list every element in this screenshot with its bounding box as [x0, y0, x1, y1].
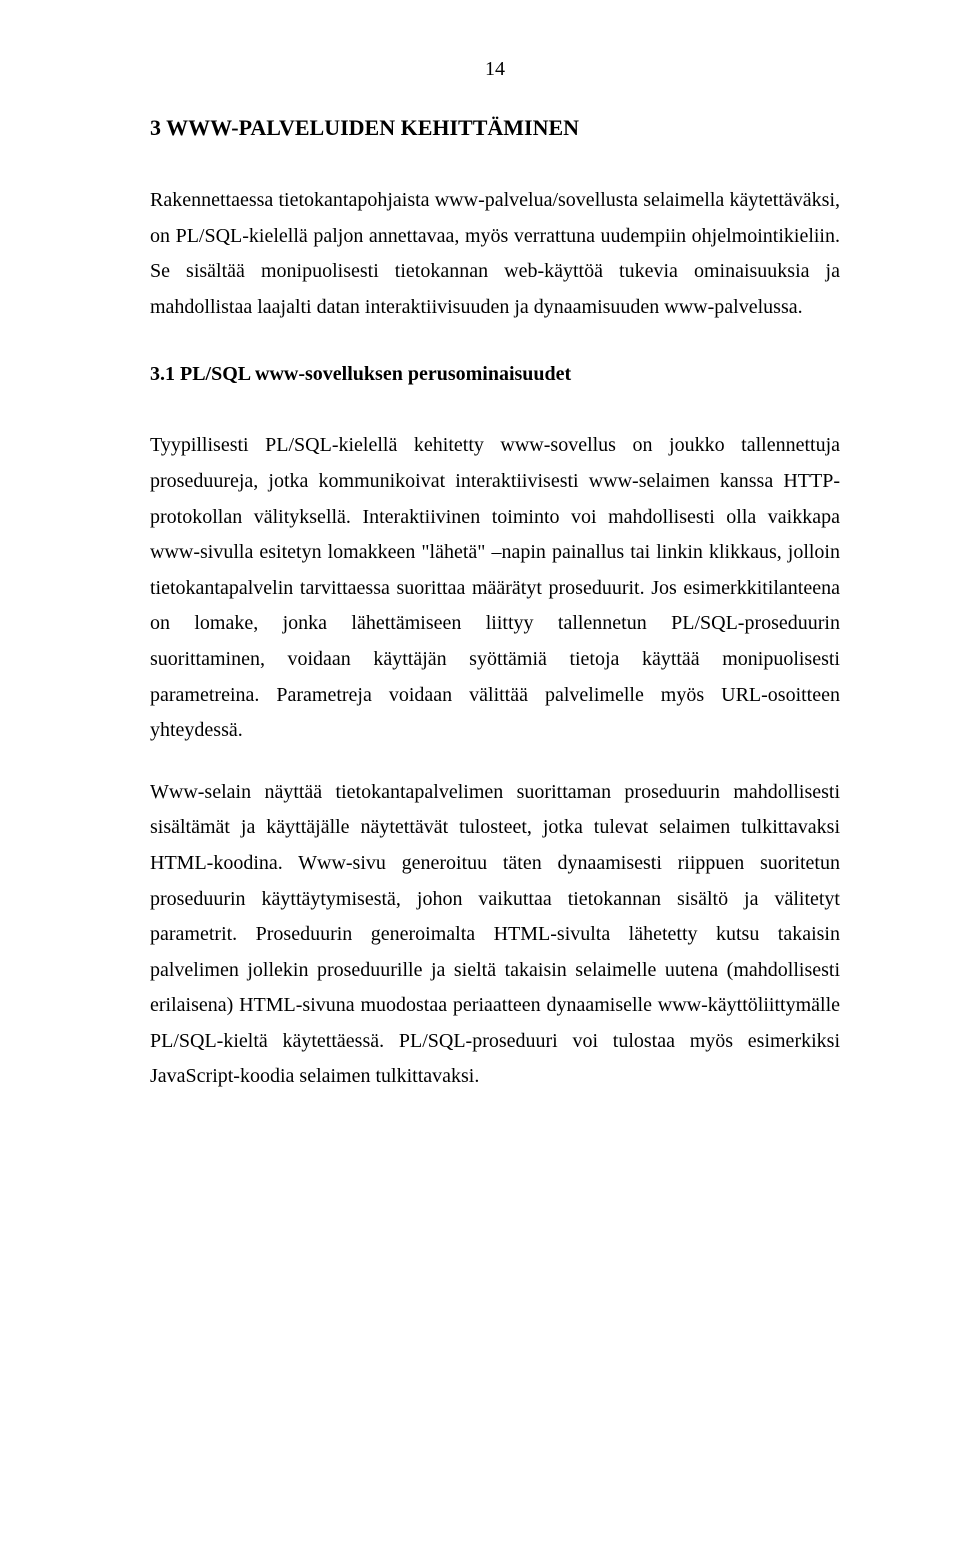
paragraph-body-1: Tyypillisesti PL/SQL-kielellä kehitetty … [150, 428, 840, 748]
document-page: 14 3 WWW-PALVELUIDEN KEHITTÄMINEN Rakenn… [0, 0, 960, 1541]
paragraph-intro: Rakennettaessa tietokantapohjaista www-p… [150, 183, 840, 325]
paragraph-body-2: Www-selain näyttää tietokantapalvelimen … [150, 775, 840, 1095]
heading-chapter: 3 WWW-PALVELUIDEN KEHITTÄMINEN [150, 115, 840, 141]
heading-section: 3.1 PL/SQL www-sovelluksen perusominaisu… [150, 363, 840, 386]
page-number: 14 [150, 58, 840, 81]
